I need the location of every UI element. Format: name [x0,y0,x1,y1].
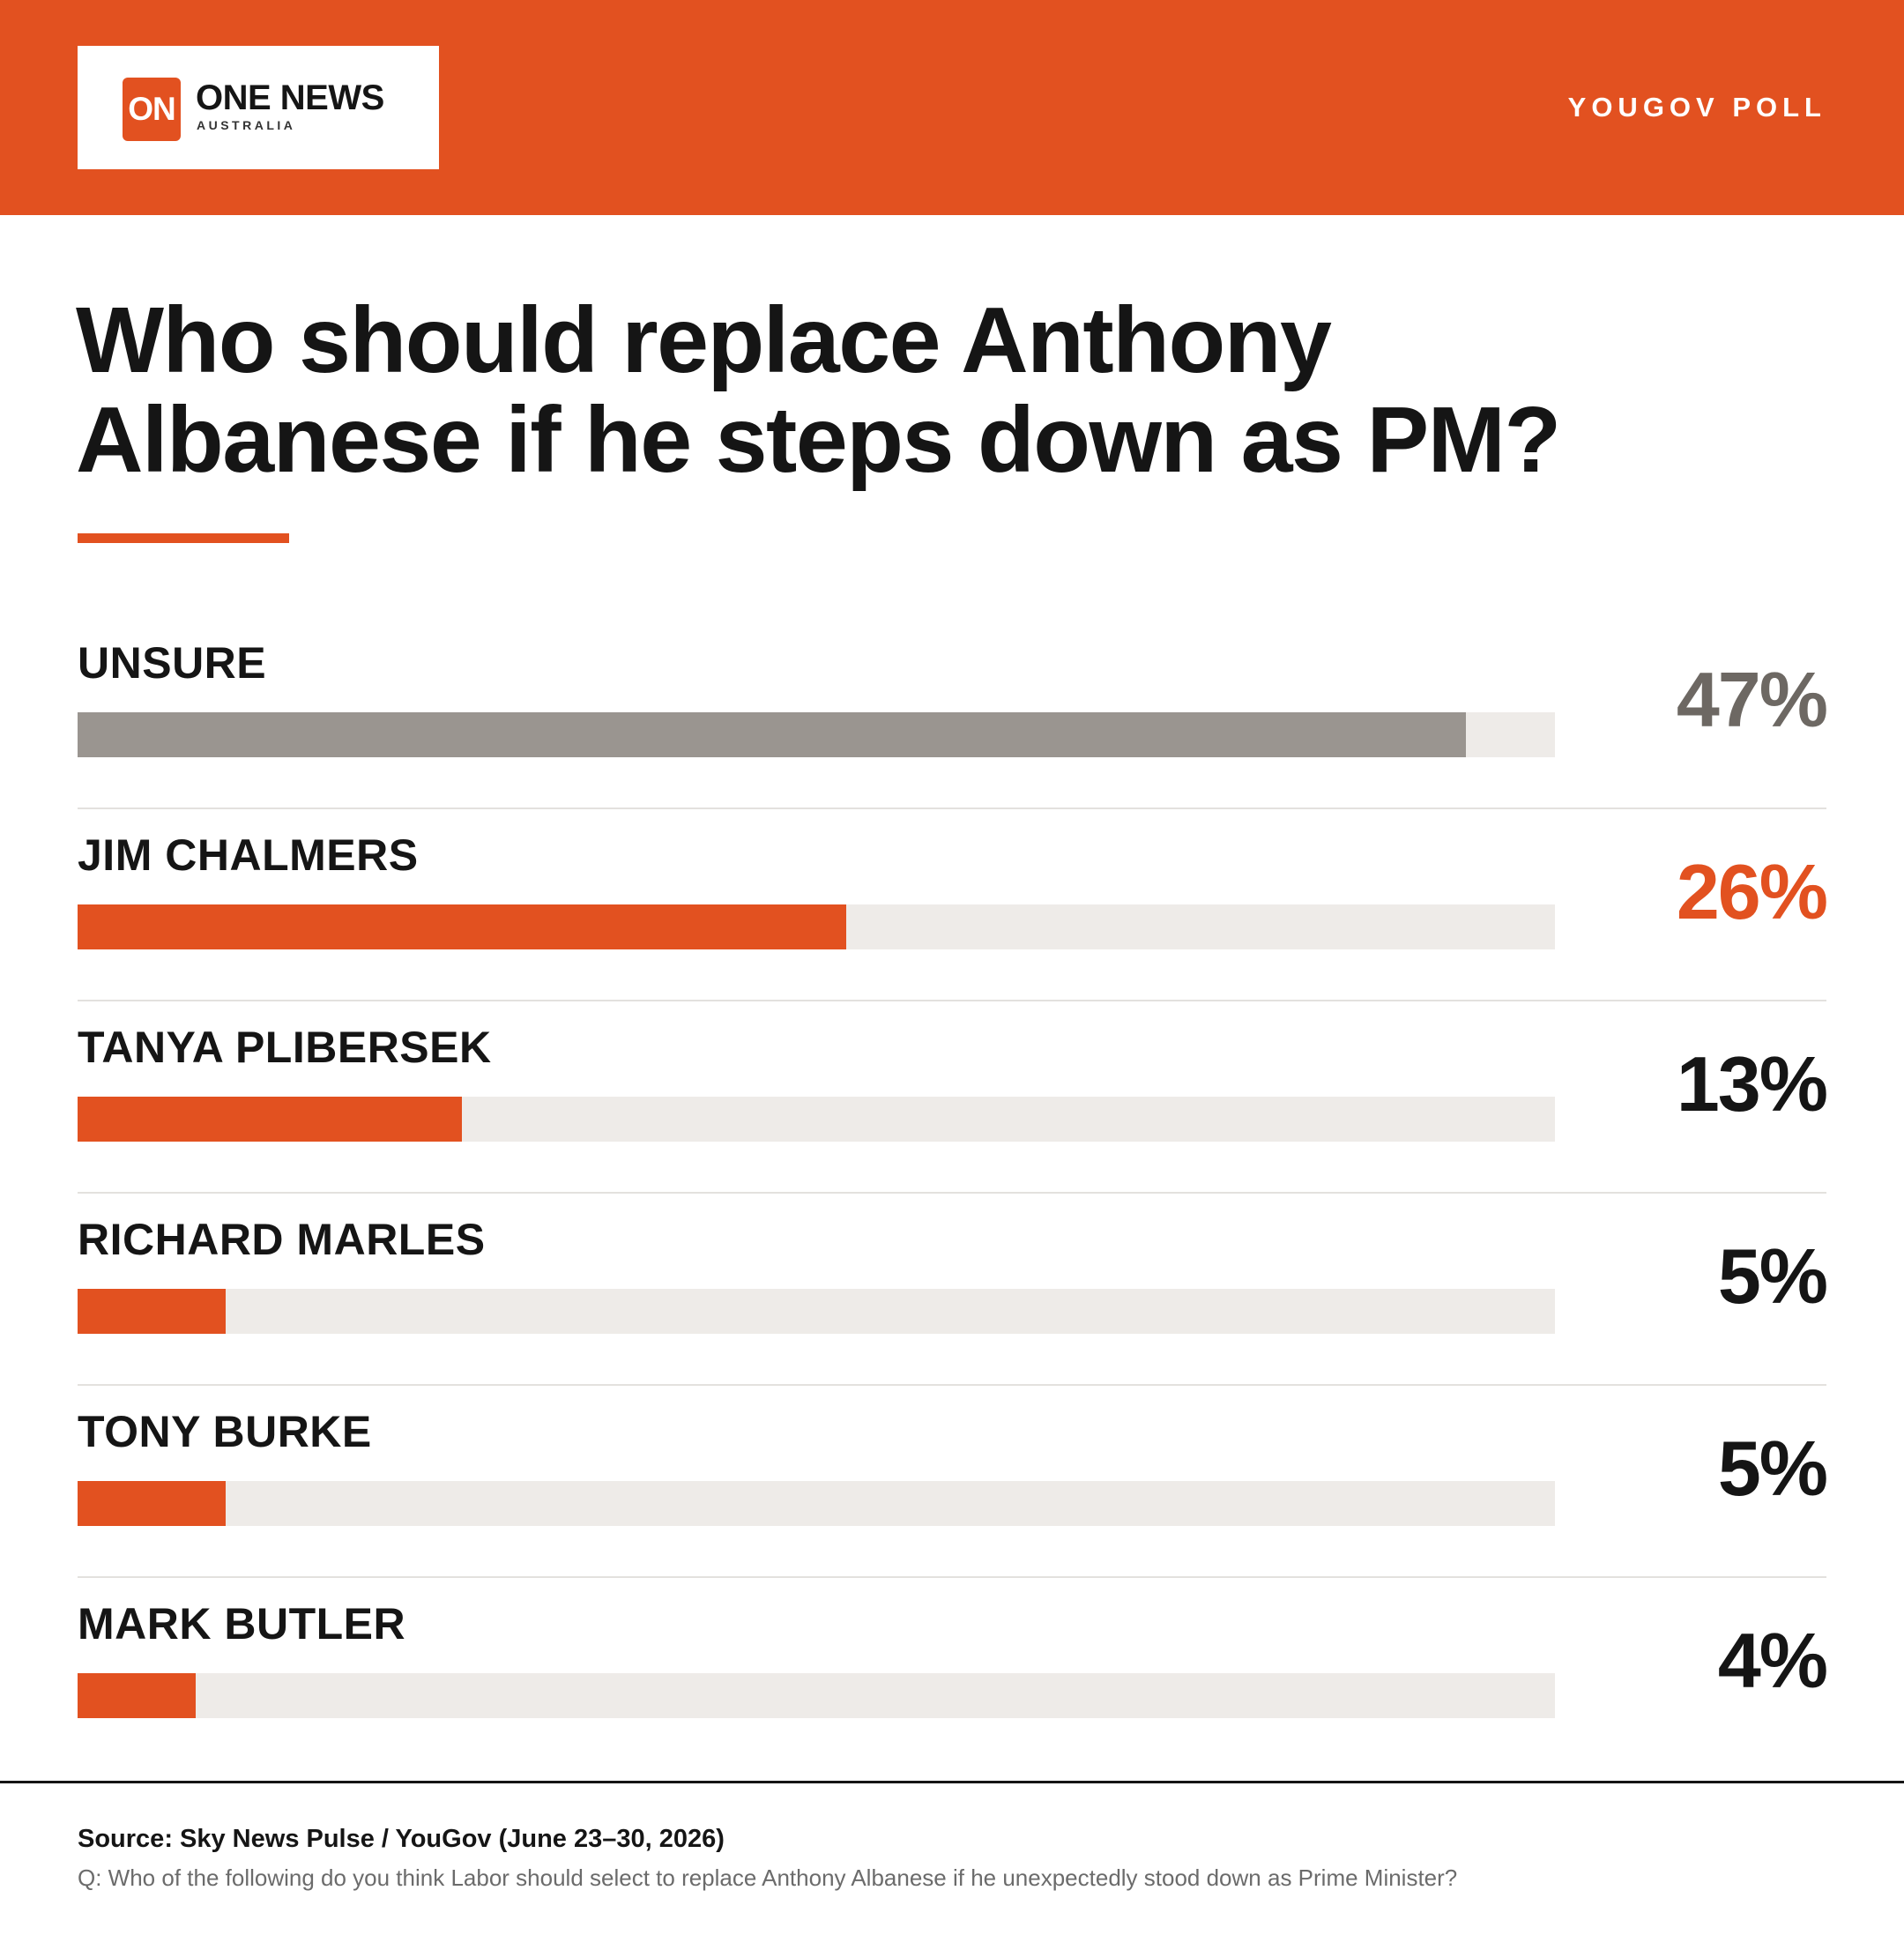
bar-chart: UNSURE 47% JIM CHALMERS 26% TANYA PLIBERSEK 1… [78,617,1828,1770]
brand-logo: ON ONE NEWS AUSTRALIA [78,46,439,169]
chart-row: RICHARD MARLES 5% [78,1194,1828,1386]
bar-track [78,712,1555,757]
bar-track [78,1481,1555,1526]
header-bar: ON ONE NEWS AUSTRALIA YOUGOV POLL [0,0,1904,215]
source-note: Source: Sky News Pulse / YouGov (June 23… [78,1825,725,1853]
value-label: 26% [1676,848,1828,935]
bar [78,1097,462,1142]
survey-question: Q: Who of the following do you think Lab… [78,1864,1458,1891]
logo-name: ONE NEWS [196,78,384,117]
bar [78,1289,226,1334]
category-label: UNSURE [78,638,267,688]
title-accent-rule [78,533,289,543]
category-label: RICHARD MARLES [78,1215,486,1264]
value-label: 5% [1717,1232,1828,1320]
chart-row: TONY BURKE 5% [78,1386,1828,1578]
chart-row: TANYA PLIBERSEK 13% [78,1001,1828,1194]
bar [78,1673,196,1718]
bar-track [78,904,1555,949]
bar-track [78,1097,1555,1142]
value-label: 13% [1676,1040,1828,1128]
category-label: JIM CHALMERS [78,830,419,880]
category-label: TANYA PLIBERSEK [78,1023,492,1072]
logo-subtitle: AUSTRALIA [197,118,296,132]
chart-row: UNSURE 47% [78,617,1828,809]
value-label: 5% [1717,1425,1828,1512]
poll-tag: YOUGOV POLL [1567,92,1826,123]
bar-track [78,1289,1555,1334]
footer-divider [0,1781,1904,1783]
chart-row: JIM CHALMERS 26% [78,809,1828,1001]
value-label: 47% [1676,656,1828,743]
chart-title: Who should replace Anthony Albanese if h… [76,288,1561,492]
bar [78,904,846,949]
chart-row: MARK BUTLER 4% [78,1578,1828,1770]
logo-mark-icon: ON [123,78,181,141]
category-label: TONY BURKE [78,1407,372,1456]
bar [78,1481,226,1526]
category-label: MARK BUTLER [78,1599,406,1649]
value-label: 4% [1717,1617,1828,1704]
bar-track [78,1673,1555,1718]
bar [78,712,1466,757]
